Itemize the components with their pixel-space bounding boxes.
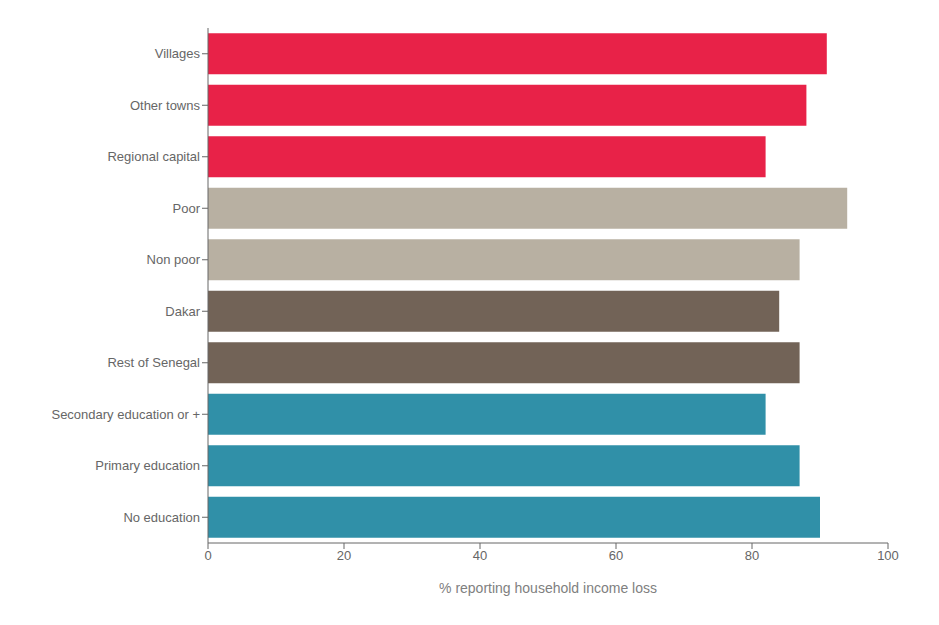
svg-text:Secondary education or +: Secondary education or + (51, 407, 200, 422)
svg-text:Regional capital: Regional capital (107, 149, 200, 164)
svg-text:100: 100 (877, 548, 899, 563)
svg-text:60: 60 (609, 548, 623, 563)
svg-text:80: 80 (745, 548, 759, 563)
svg-text:Other towns: Other towns (130, 98, 201, 113)
svg-text:20: 20 (337, 548, 351, 563)
svg-text:0: 0 (204, 548, 211, 563)
svg-text:Villages: Villages (155, 46, 201, 61)
svg-text:% reporting household income l: % reporting household income loss (439, 580, 657, 596)
svg-text:40: 40 (473, 548, 487, 563)
svg-text:Non poor: Non poor (147, 252, 201, 267)
svg-text:Poor: Poor (173, 201, 201, 216)
svg-text:No education: No education (123, 510, 200, 525)
svg-text:Rest of Senegal: Rest of Senegal (107, 355, 200, 370)
svg-text:Primary education: Primary education (95, 458, 200, 473)
svg-text:Dakar: Dakar (165, 304, 200, 319)
